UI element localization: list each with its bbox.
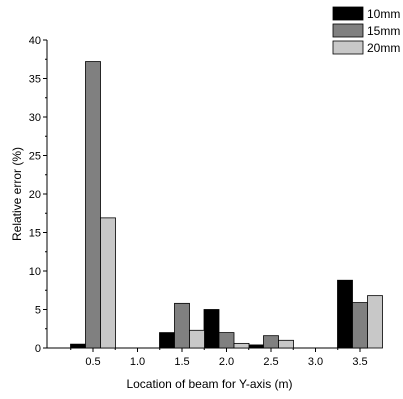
bar-20mm-2.5 [278,339,294,349]
bar-10mm-2.5 [248,344,264,349]
y-tick-label: 40 [29,35,41,47]
bar-20mm-3.5 [367,295,383,349]
bar-15mm-2.0 [218,332,235,349]
y-tick-label: 20 [29,189,41,201]
x-tick-label: 1.5 [174,356,189,368]
y-tick-label: 30 [29,112,41,124]
bar-10mm-2.0 [203,309,220,349]
legend-swatch-10mm [332,6,364,21]
x-tick-label: 1.0 [130,356,145,368]
bar-20mm-1.5 [189,329,205,349]
bar-10mm-0.5 [70,343,86,349]
legend-label: 15mm [367,24,400,38]
legend-swatch-15mm [332,23,364,38]
y-tick-label: 35 [29,74,41,86]
y-tick-label: 25 [29,151,41,163]
y-tick-label: 5 [35,305,41,317]
x-tick-label: 0.5 [85,356,100,368]
legend-label: 10mm [367,7,400,21]
legend: 10mm 15mm 20mm [332,6,400,55]
x-tick-label: 2.5 [263,356,278,368]
x-tick-label: 3.5 [352,356,367,368]
legend-label: 20mm [367,41,400,55]
bar-20mm-0.5 [100,217,116,349]
y-tick-label: 15 [29,228,41,240]
x-tick-label: 2.0 [219,356,234,368]
plot-area: 0 5 10 15 20 25 30 35 40 0.5 1.0 1.5 2.0 2.5 3.0 3.5 Loc… [10,35,383,391]
bar-15mm-2.5 [263,335,279,349]
bar-20mm-2.0 [233,342,250,349]
legend-swatch-20mm [332,40,364,55]
y-axis-title: Relative error (%) [10,147,24,241]
bar-10mm-3.5 [337,279,353,349]
bar-15mm-1.5 [174,302,190,349]
bar-15mm-3.5 [352,302,368,349]
y-tick-label: 10 [29,266,41,278]
bar-10mm-1.5 [159,332,175,349]
x-tick-label: 3.0 [308,356,323,368]
x-axis-title: Location of beam for Y-axis (m) [126,377,292,391]
y-tick-label: 0 [35,343,41,355]
bar-15mm-0.5 [85,61,101,349]
